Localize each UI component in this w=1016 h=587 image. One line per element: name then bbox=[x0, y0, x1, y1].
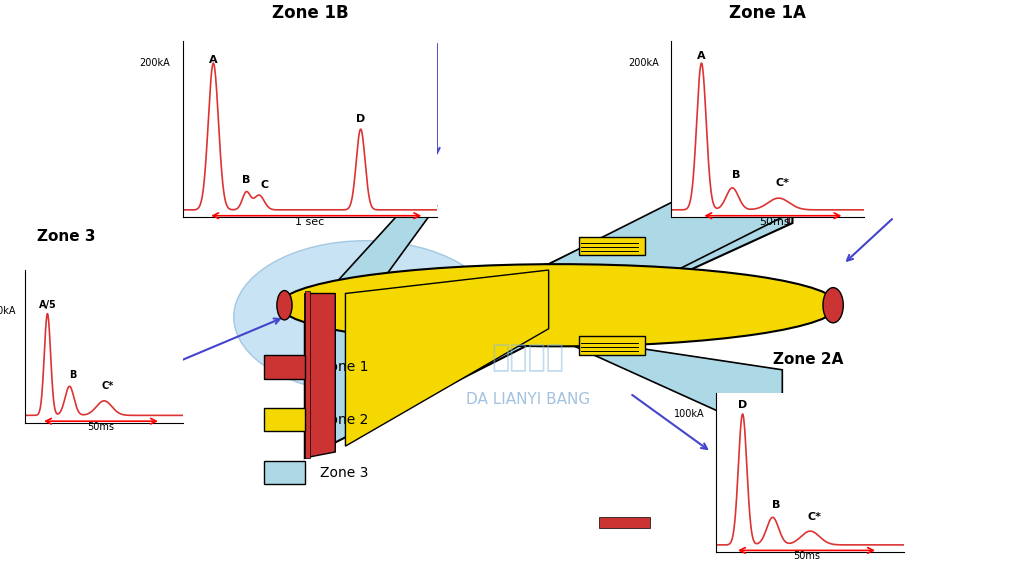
Polygon shape bbox=[305, 264, 549, 458]
Text: D: D bbox=[356, 114, 366, 124]
Text: Zone 1: Zone 1 bbox=[320, 360, 369, 374]
Text: 50ms: 50ms bbox=[87, 422, 115, 432]
Polygon shape bbox=[599, 517, 650, 528]
Text: 50ms: 50ms bbox=[793, 551, 820, 561]
Text: B: B bbox=[772, 500, 780, 510]
Text: 100kA: 100kA bbox=[675, 409, 705, 419]
Text: C*: C* bbox=[102, 381, 114, 391]
Polygon shape bbox=[284, 282, 356, 311]
Text: B: B bbox=[242, 176, 251, 185]
Text: 200kA: 200kA bbox=[628, 58, 659, 68]
Text: B: B bbox=[732, 170, 741, 180]
Polygon shape bbox=[549, 335, 782, 440]
Text: Zone 3: Zone 3 bbox=[37, 229, 96, 244]
Text: C*: C* bbox=[807, 512, 821, 522]
Text: D: D bbox=[738, 400, 747, 410]
Ellipse shape bbox=[823, 288, 843, 323]
Text: Zone 3: Zone 3 bbox=[320, 465, 369, 480]
Text: Zone 2A: Zone 2A bbox=[772, 352, 843, 367]
Text: C*: C* bbox=[775, 178, 789, 188]
Bar bbox=[264, 408, 305, 431]
Text: A: A bbox=[209, 55, 217, 65]
Polygon shape bbox=[345, 270, 549, 446]
Text: Zone 1B: Zone 1B bbox=[271, 4, 348, 22]
Ellipse shape bbox=[279, 264, 838, 346]
Bar bbox=[264, 355, 305, 379]
Circle shape bbox=[234, 241, 498, 393]
Polygon shape bbox=[549, 147, 782, 335]
Bar bbox=[579, 237, 645, 255]
Text: 1 sec: 1 sec bbox=[296, 217, 324, 227]
Polygon shape bbox=[305, 294, 335, 458]
Bar bbox=[579, 336, 645, 355]
Polygon shape bbox=[549, 147, 792, 335]
Text: 40kA: 40kA bbox=[0, 306, 16, 316]
Text: 50ms: 50ms bbox=[760, 217, 790, 227]
Bar bbox=[264, 461, 305, 484]
Polygon shape bbox=[305, 291, 310, 458]
Text: DA LIANYI BANG: DA LIANYI BANG bbox=[466, 392, 590, 407]
Text: 大連义邦: 大連义邦 bbox=[492, 343, 565, 373]
Polygon shape bbox=[787, 144, 789, 223]
Text: Zone 2: Zone 2 bbox=[320, 413, 369, 427]
Text: 200kA: 200kA bbox=[139, 58, 171, 68]
Polygon shape bbox=[305, 205, 437, 317]
Text: A/5: A/5 bbox=[39, 300, 56, 310]
Text: A: A bbox=[697, 50, 706, 60]
Text: Zone 1A: Zone 1A bbox=[728, 4, 806, 22]
Ellipse shape bbox=[276, 291, 293, 320]
Text: B: B bbox=[69, 370, 76, 380]
Text: C: C bbox=[260, 180, 268, 190]
